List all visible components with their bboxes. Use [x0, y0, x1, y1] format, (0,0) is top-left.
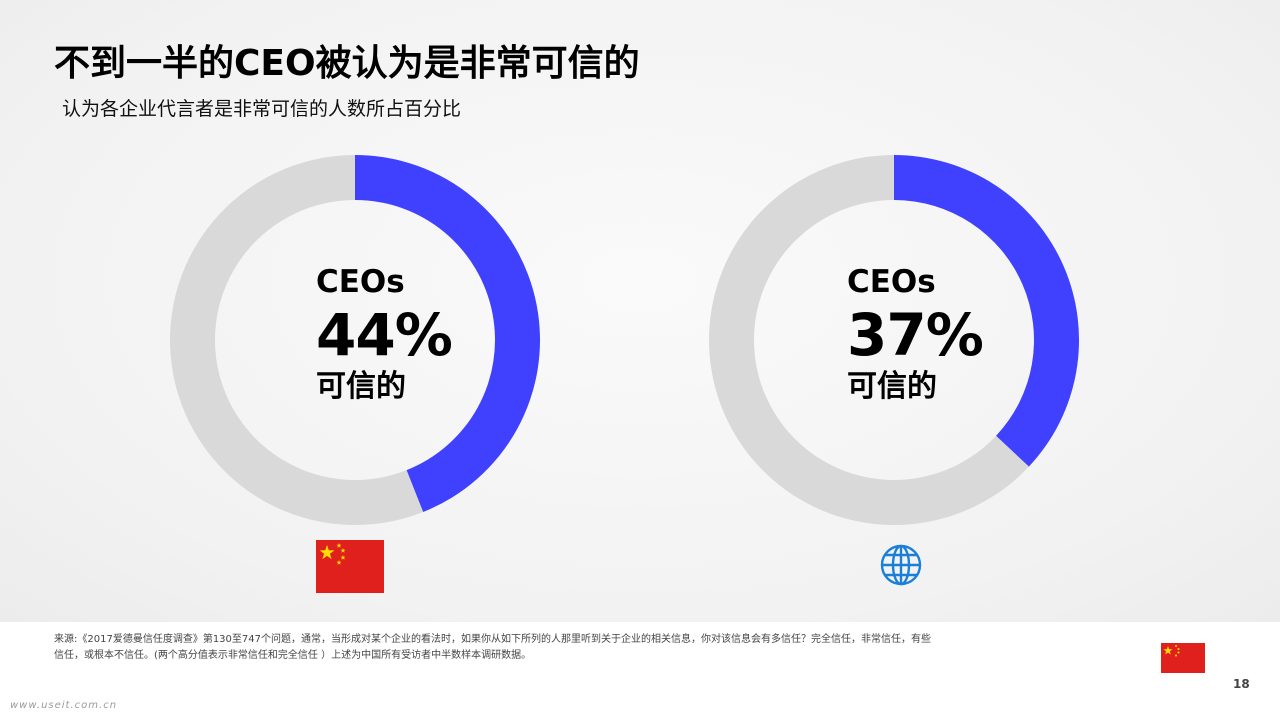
donut-center-label: CEOs 44% 可信的: [316, 264, 453, 404]
globe-icon: [880, 544, 922, 586]
donut-svg: [709, 155, 1079, 525]
donut-label-top: CEOs: [316, 264, 405, 300]
footer: [0, 622, 1280, 720]
donut-chart-china: CEOs 44% 可信的: [170, 155, 540, 525]
page-subtitle: 认为各企业代言者是非常可信的人数所占百分比: [62, 98, 462, 120]
donut-label-value: 44%: [316, 301, 453, 369]
donut-chart-global: CEOs 37% 可信的: [709, 155, 1079, 525]
donut-label-bottom: 可信的: [316, 369, 406, 404]
donut-label-bottom: 可信的: [847, 369, 937, 404]
source-note: 来源:《2017爱德曼信任度调查》第130至747个问题，通常，当形成对某个企业…: [54, 634, 931, 661]
donut-label-top: CEOs: [847, 264, 936, 300]
donut-slice-highlight: [355, 155, 540, 513]
donut-label-value: 37%: [847, 301, 984, 369]
donut-slice-remainder: [709, 155, 1029, 525]
china-flag-icon: [316, 540, 384, 593]
donut-center-label: CEOs 37% 可信的: [847, 264, 984, 404]
donut-slice-highlight: [894, 155, 1079, 467]
watermark: www.useit.com.cn: [10, 700, 118, 711]
donut-slice-remainder: [170, 155, 424, 525]
page-number: 18: [1233, 677, 1250, 691]
page-title: 不到一半的CEO被认为是非常可信的: [54, 43, 640, 84]
china-flag-icon: [1161, 643, 1205, 673]
donut-svg: [170, 155, 540, 525]
